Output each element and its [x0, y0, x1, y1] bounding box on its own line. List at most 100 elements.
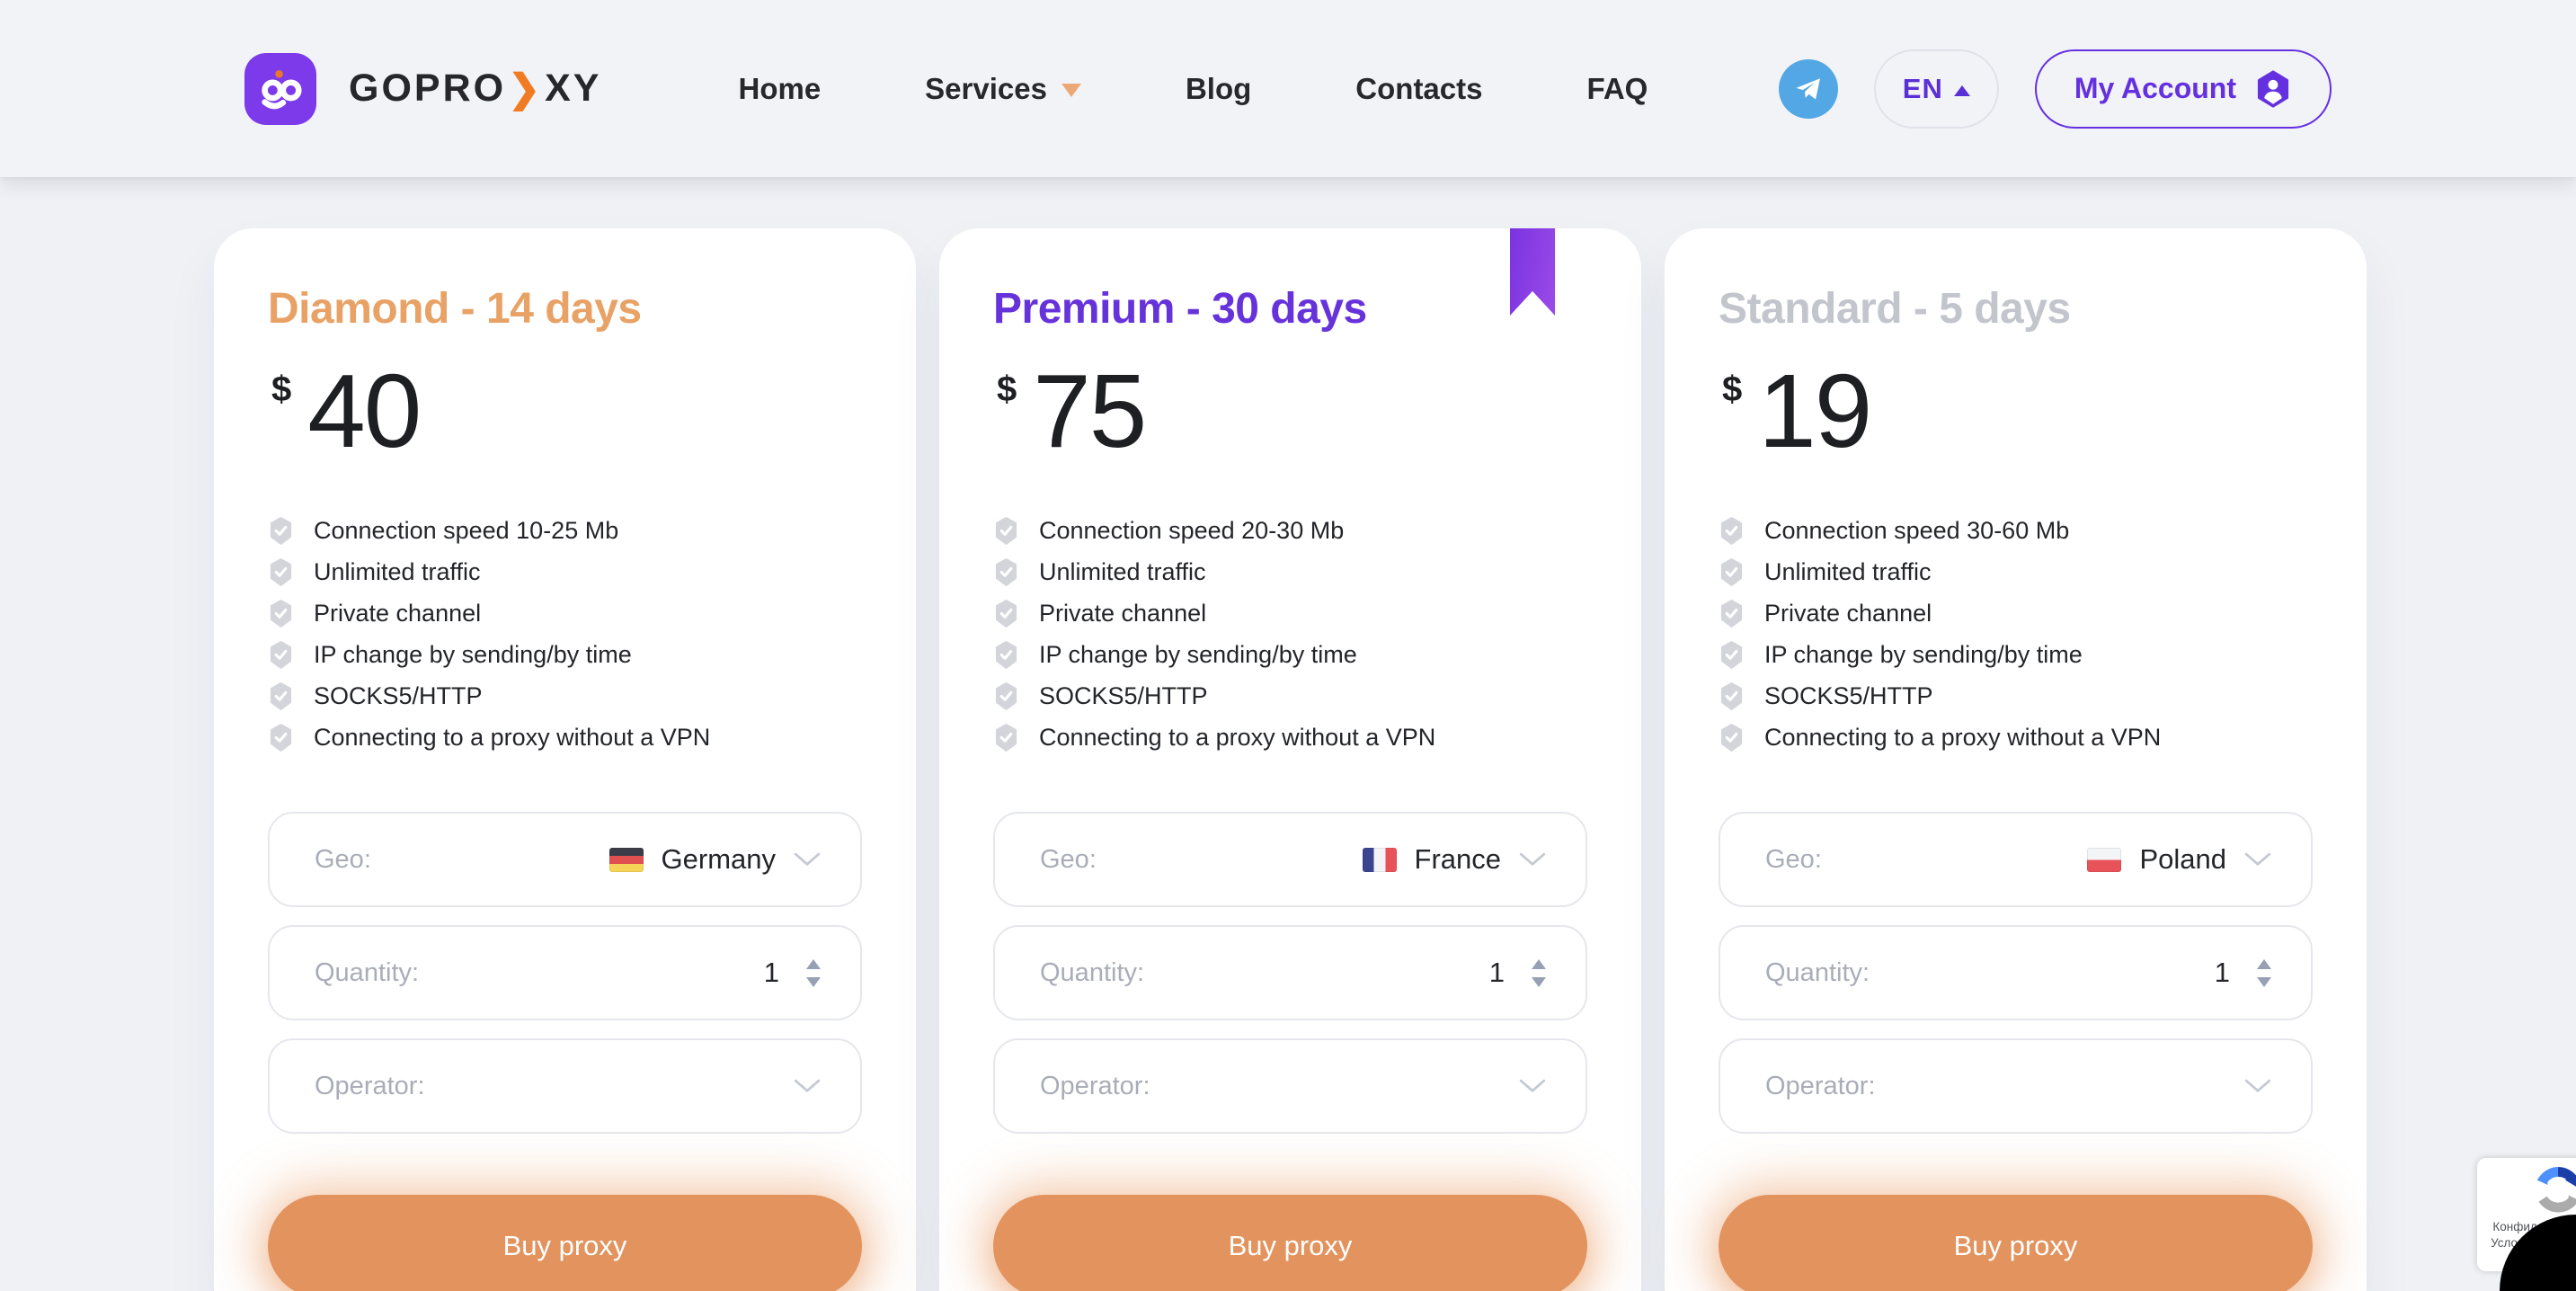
feature-item: IP change by sending/by time [268, 634, 862, 675]
quantity-value: 1 [763, 957, 779, 988]
nav-services[interactable]: Services [925, 72, 1081, 106]
feature-item: Unlimited traffic [268, 551, 862, 592]
feature-item: Unlimited traffic [993, 551, 1587, 592]
geo-select[interactable]: Geo: France [993, 812, 1587, 907]
feature-item: Connecting to a proxy without a VPN [268, 717, 862, 758]
check-icon [993, 641, 1019, 669]
quantity-decrement[interactable] [2257, 976, 2271, 987]
chevron-down-icon [794, 1079, 821, 1093]
nav-home[interactable]: Home [738, 72, 821, 106]
feature-text: Unlimited traffic [1764, 557, 1932, 585]
check-icon [993, 682, 1019, 710]
check-icon [1719, 558, 1745, 586]
header-actions: EN My Account [1778, 49, 2332, 129]
wordmark-right: XY [545, 67, 602, 110]
check-icon [1719, 600, 1745, 628]
plan-title: Diamond - 14 days [268, 285, 642, 333]
goproxy-logo-icon [244, 52, 316, 125]
quantity-value: 1 [2214, 957, 2230, 988]
buy-proxy-button[interactable]: Buy proxy [268, 1195, 862, 1291]
operator-label: Operator: [1040, 1071, 1150, 1100]
operator-select[interactable]: Operator: [268, 1038, 862, 1134]
price-amount: 19 [1758, 352, 1872, 469]
quantity-input[interactable]: Quantity: 1 [993, 925, 1587, 1020]
quantity-increment[interactable] [2257, 958, 2271, 969]
price-amount: 75 [1033, 352, 1147, 469]
feature-item: Connection speed 20-30 Mb [993, 510, 1587, 551]
geo-value: Germany [661, 843, 776, 875]
order-form: Geo: Germany Quantity: 1 Opera [268, 812, 862, 1134]
nav-home-label: Home [738, 71, 822, 105]
feature-text: Connecting to a proxy without a VPN [314, 723, 711, 751]
check-icon [993, 724, 1019, 752]
feature-item: Unlimited traffic [1719, 551, 2313, 592]
germany-flag-icon [608, 847, 644, 872]
language-selector[interactable]: EN [1873, 49, 1999, 129]
nav-contacts[interactable]: Contacts [1355, 72, 1482, 106]
wordmark-left: GOPRO [349, 67, 507, 110]
nav-blog[interactable]: Blog [1186, 72, 1251, 106]
nav-services-label: Services [925, 71, 1047, 105]
order-form: Geo: France Quantity: 1 Operat [993, 812, 1587, 1134]
pricing-section: Diamond - 14 days $ 40 Connection speed … [0, 177, 2576, 1291]
chevron-down-icon [2244, 1079, 2271, 1093]
recaptcha-logo-icon [2536, 1167, 2576, 1213]
chevron-down-icon [1519, 1079, 1546, 1093]
nav-contacts-label: Contacts [1355, 71, 1483, 105]
header: GOPRO ❯ XY Home Services Blog Contacts FAQ… [0, 0, 2576, 177]
services-dropdown-arrow-icon [1061, 84, 1081, 97]
nav-faq[interactable]: FAQ [1586, 72, 1648, 106]
check-icon [1719, 641, 1745, 669]
operator-select[interactable]: Operator: [993, 1038, 1587, 1134]
my-account-label: My Account [2074, 72, 2236, 104]
check-icon [993, 517, 1019, 545]
quantity-label: Quantity: [1765, 957, 1870, 987]
quantity-input[interactable]: Quantity: 1 [268, 925, 862, 1020]
quantity-decrement[interactable] [1532, 976, 1546, 987]
operator-label: Operator: [315, 1071, 425, 1100]
quantity-increment[interactable] [1532, 958, 1546, 969]
check-icon [268, 641, 294, 669]
feature-text: Connection speed 20-30 Mb [1039, 516, 1345, 544]
quantity-increment[interactable] [806, 958, 821, 969]
feature-list: Connection speed 30-60 Mb Unlimited traf… [1719, 510, 2313, 758]
geo-label: Geo: [315, 844, 371, 874]
feature-text: Unlimited traffic [314, 557, 481, 585]
geo-select[interactable]: Geo: Germany [268, 812, 862, 907]
my-account-button[interactable]: My Account [2034, 49, 2332, 129]
operator-select[interactable]: Operator: [1719, 1038, 2313, 1134]
feature-item: SOCKS5/HTTP [993, 675, 1587, 717]
quantity-label: Quantity: [315, 957, 420, 987]
main-nav: Home Services Blog Contacts FAQ [738, 72, 1648, 106]
feature-item: Connection speed 30-60 Mb [1719, 510, 2313, 551]
nav-faq-label: FAQ [1586, 71, 1648, 105]
feature-item: Connecting to a proxy without a VPN [993, 717, 1587, 758]
feature-item: SOCKS5/HTTP [1719, 675, 2313, 717]
check-icon [268, 517, 294, 545]
quantity-decrement[interactable] [806, 976, 821, 987]
telegram-icon[interactable] [1778, 58, 1838, 119]
pricing-card-standard: Standard - 5 days $ 19 Connection speed … [1665, 228, 2367, 1291]
buy-proxy-button[interactable]: Buy proxy [993, 1195, 1587, 1291]
feature-item: IP change by sending/by time [993, 634, 1587, 675]
price-amount: 40 [307, 352, 422, 469]
feature-text: Connection speed 30-60 Mb [1764, 516, 2070, 544]
feature-item: Private channel [993, 592, 1587, 634]
feature-text: IP change by sending/by time [1764, 640, 2083, 668]
quantity-input[interactable]: Quantity: 1 [1719, 925, 2313, 1020]
language-code: EN [1902, 72, 1943, 104]
account-badge-icon [2257, 69, 2289, 108]
buy-proxy-button[interactable]: Buy proxy [1719, 1195, 2313, 1291]
check-icon [268, 600, 294, 628]
geo-select[interactable]: Geo: Poland [1719, 812, 2313, 907]
currency-symbol: $ [1722, 369, 1743, 409]
feature-text: Connection speed 10-25 Mb [314, 516, 619, 544]
check-icon [268, 682, 294, 710]
check-icon [993, 558, 1019, 586]
order-form: Geo: Poland Quantity: 1 Operat [1719, 812, 2313, 1134]
feature-text: Connecting to a proxy without a VPN [1764, 723, 2162, 751]
operator-label: Operator: [1765, 1071, 1876, 1100]
currency-symbol: $ [997, 369, 1017, 409]
feature-item: Private channel [1719, 592, 2313, 634]
brand-logo[interactable]: GOPRO ❯ XY [244, 52, 602, 125]
